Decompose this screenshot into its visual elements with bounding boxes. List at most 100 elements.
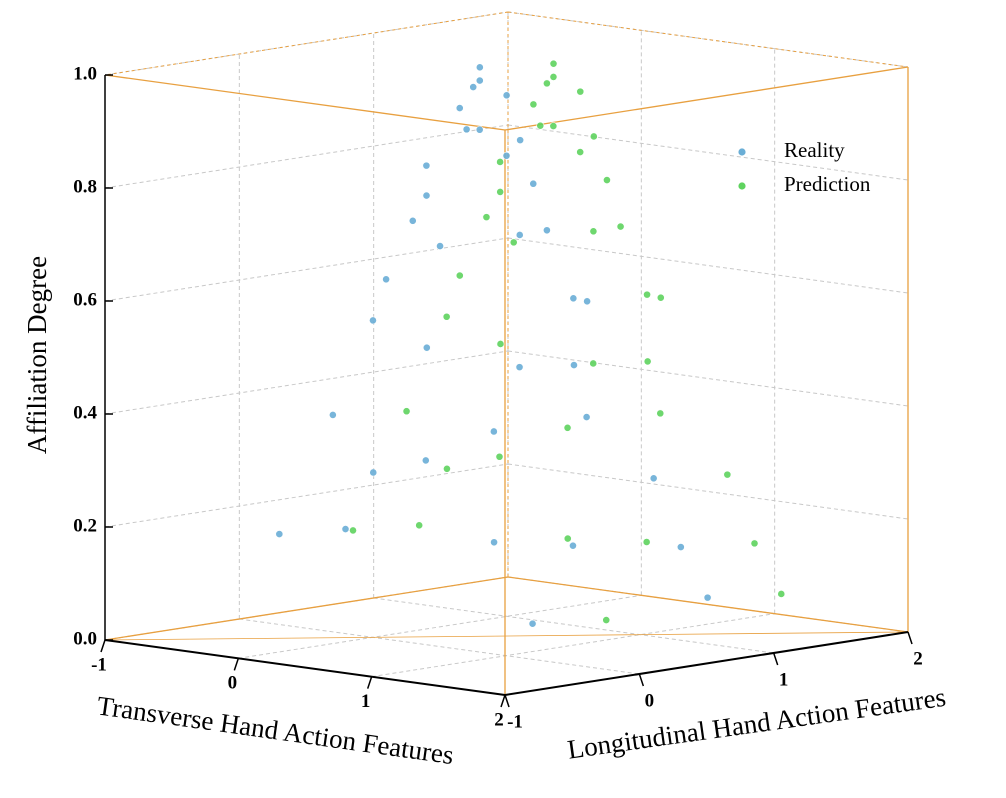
z-tick-label: 0.8 <box>73 176 97 197</box>
point <box>382 275 390 284</box>
point <box>777 590 786 598</box>
point <box>602 616 611 624</box>
point <box>422 191 431 200</box>
legend-label: Reality <box>784 138 845 162</box>
y-axis-line <box>504 631 909 696</box>
point <box>408 216 417 225</box>
point <box>656 409 665 418</box>
grid-line <box>238 594 642 659</box>
legend-marker <box>738 182 746 190</box>
point <box>563 423 572 432</box>
point <box>475 63 484 72</box>
point <box>589 359 598 368</box>
x-tick-label: -1 <box>91 654 107 675</box>
point <box>496 188 505 196</box>
point <box>436 242 444 250</box>
z-axis-title: Affiliation Degree <box>22 256 52 454</box>
x-axis-title: Transverse Hand Action Features <box>95 690 455 770</box>
point <box>549 122 558 130</box>
point <box>469 83 478 91</box>
point <box>275 530 284 538</box>
box-edge <box>504 66 909 131</box>
point <box>543 226 551 235</box>
x-tick <box>100 639 106 653</box>
point <box>750 539 759 548</box>
point <box>502 91 511 100</box>
point <box>422 161 431 170</box>
box-edge <box>104 576 509 641</box>
point <box>583 297 591 306</box>
point <box>569 294 578 303</box>
point <box>723 470 732 479</box>
y-tick-label: -1 <box>507 711 523 732</box>
point <box>349 526 357 535</box>
box-edge <box>507 11 909 68</box>
grid-line <box>371 613 775 678</box>
point <box>576 148 585 156</box>
point <box>549 59 558 68</box>
point <box>643 290 651 299</box>
point <box>475 125 484 134</box>
point <box>462 125 471 134</box>
x-axis-line <box>104 639 506 696</box>
x-tick <box>366 676 373 689</box>
point <box>536 121 545 130</box>
point <box>563 534 572 543</box>
y-tick <box>907 631 913 645</box>
x-tick-label: 1 <box>361 691 371 712</box>
point <box>703 593 712 602</box>
box-edge <box>507 576 909 633</box>
z-tick-label: 0.6 <box>73 289 97 310</box>
box-edge <box>104 11 509 76</box>
point <box>455 271 464 280</box>
point <box>656 293 665 302</box>
point <box>582 413 591 421</box>
grid-line <box>507 463 909 520</box>
x-tick <box>500 694 506 708</box>
x-tick-label: 2 <box>494 709 504 730</box>
y-tick-label: 1 <box>779 669 789 690</box>
point <box>495 452 504 461</box>
y-axis-title: Longitudinal Hand Action Features <box>566 682 948 765</box>
grid-line <box>507 350 909 407</box>
grid-line <box>104 237 509 302</box>
grid-line <box>507 237 909 294</box>
point <box>475 76 484 85</box>
point <box>402 407 411 416</box>
point <box>589 227 598 236</box>
grid-line <box>373 597 774 654</box>
y-tick-label: 2 <box>913 648 923 669</box>
point <box>643 357 652 366</box>
point <box>576 87 585 96</box>
point <box>422 343 431 352</box>
point <box>528 619 537 628</box>
point <box>509 238 518 247</box>
grid-line <box>104 463 509 528</box>
legend-label: Prediction <box>784 172 871 196</box>
point <box>369 316 377 325</box>
point <box>589 132 598 141</box>
y-tick <box>504 694 510 708</box>
point <box>676 543 685 551</box>
point <box>421 456 430 465</box>
legend-marker <box>738 148 746 156</box>
y-tick-label: 0 <box>645 690 655 711</box>
point <box>328 411 337 419</box>
grid-line <box>104 350 509 415</box>
point <box>549 73 558 81</box>
point <box>502 151 511 160</box>
point <box>570 361 578 369</box>
grid-line <box>239 618 640 675</box>
x-tick-label: 0 <box>228 673 238 694</box>
z-tick-label: 0.0 <box>73 628 97 649</box>
point <box>369 468 378 477</box>
point <box>515 363 524 372</box>
point <box>415 521 424 530</box>
point <box>649 474 658 483</box>
grid-line <box>104 124 509 189</box>
point <box>490 538 498 547</box>
x-tick <box>233 658 240 671</box>
point <box>529 100 538 109</box>
point <box>515 231 524 239</box>
